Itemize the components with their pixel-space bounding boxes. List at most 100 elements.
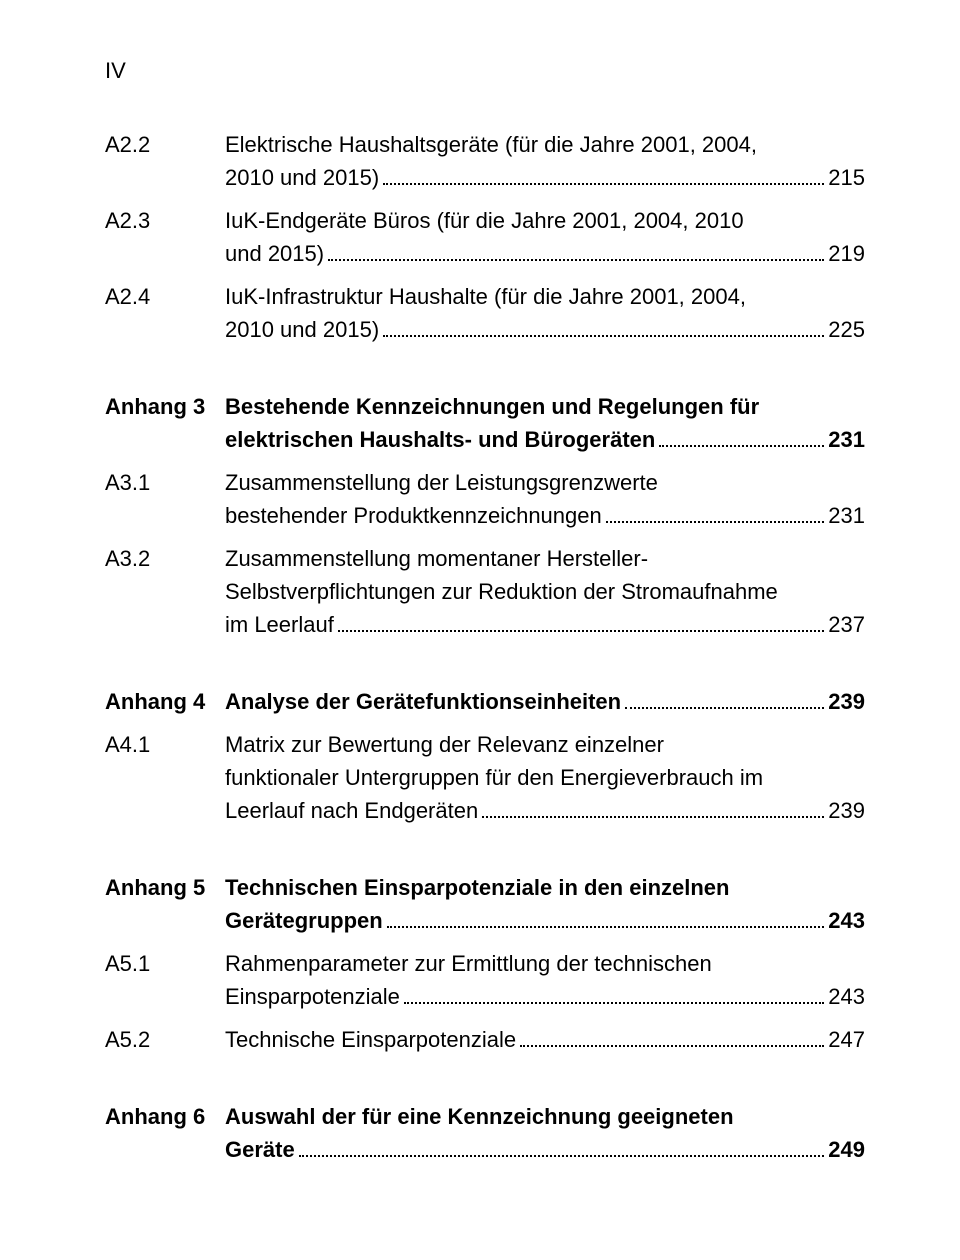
toc-entry-last-line: Leerlauf nach Endgeräten 239: [225, 794, 865, 827]
toc-entry: A2.4IuK-Infrastruktur Haushalte (für die…: [105, 280, 865, 346]
toc-entry-last-text: 2010 und 2015): [225, 313, 379, 346]
toc-entry-last-text: und 2015): [225, 237, 324, 270]
toc-entry: Anhang 3Bestehende Kennzeichnungen und R…: [105, 390, 865, 456]
toc-entry-last-line: Gerätegruppen 243: [225, 904, 865, 937]
toc-entry: A2.2Elektrische Haushaltsgeräte (für die…: [105, 128, 865, 194]
toc-entry-last-line: elektrischen Haushalts- und Bürogeräten 2…: [225, 423, 865, 456]
toc-entry-label: Anhang 3: [105, 390, 225, 456]
toc-entry-last-text: Analyse der Gerätefunktionseinheiten: [225, 685, 621, 718]
toc-entry-last-text: Einsparpotenziale: [225, 980, 400, 1013]
toc-leader: [404, 984, 824, 1004]
toc-entry-body: Matrix zur Bewertung der Relevanz einzel…: [225, 728, 865, 827]
toc-leader: [383, 317, 824, 337]
toc-leader: [387, 908, 825, 928]
toc-root: A2.2Elektrische Haushaltsgeräte (für die…: [105, 128, 865, 1166]
toc-entry-page: 237: [828, 608, 865, 641]
toc-entry-label: A5.1: [105, 947, 225, 1013]
toc-entry-page: 239: [828, 794, 865, 827]
toc-entry-body: IuK-Infrastruktur Haushalte (für die Jah…: [225, 280, 865, 346]
toc-entry: Anhang 6Auswahl der für eine Kennzeichnu…: [105, 1100, 865, 1166]
toc-entry-page: 247: [828, 1023, 865, 1056]
toc-entry-body: Elektrische Haushaltsgeräte (für die Jah…: [225, 128, 865, 194]
toc-entry-line: Zusammenstellung momentaner Hersteller-: [225, 542, 865, 575]
toc-entry-last-text: Gerätegruppen: [225, 904, 383, 937]
toc-section: Anhang 6Auswahl der für eine Kennzeichnu…: [105, 1100, 865, 1166]
toc-entry-last-text: elektrischen Haushalts- und Bürogeräten: [225, 423, 655, 456]
toc-entry-line: Auswahl der für eine Kennzeichnung geeig…: [225, 1100, 865, 1133]
toc-entry-body: Zusammenstellung momentaner Hersteller-S…: [225, 542, 865, 641]
toc-leader: [482, 798, 824, 818]
toc-leader: [606, 503, 825, 523]
toc-entry-label: A4.1: [105, 728, 225, 827]
toc-entry-body: Zusammenstellung der Leistungsgrenzwerte…: [225, 466, 865, 532]
toc-leader: [383, 165, 824, 185]
toc-leader: [625, 689, 824, 709]
toc-entry-line: Matrix zur Bewertung der Relevanz einzel…: [225, 728, 865, 761]
toc-entry-last-text: 2010 und 2015): [225, 161, 379, 194]
toc-entry-last-line: 2010 und 2015) 225: [225, 313, 865, 346]
toc-entry-body: Technische Einsparpotenziale 247: [225, 1023, 865, 1056]
toc-entry-last-line: Analyse der Gerätefunktionseinheiten 239: [225, 685, 865, 718]
toc-entry-line: Technischen Einsparpotenziale in den ein…: [225, 871, 865, 904]
toc-entry-line: Zusammenstellung der Leistungsgrenzwerte: [225, 466, 865, 499]
toc-entry-body: Technischen Einsparpotenziale in den ein…: [225, 871, 865, 937]
toc-leader: [328, 241, 824, 261]
toc-entry: A3.1Zusammenstellung der Leistungsgrenzw…: [105, 466, 865, 532]
toc-entry: A2.3IuK-Endgeräte Büros (für die Jahre 2…: [105, 204, 865, 270]
page-number: IV: [105, 58, 865, 84]
toc-entry-label: A2.2: [105, 128, 225, 194]
toc-entry: A4.1Matrix zur Bewertung der Relevanz ei…: [105, 728, 865, 827]
toc-section: A2.2Elektrische Haushaltsgeräte (für die…: [105, 128, 865, 346]
toc-section: Anhang 3Bestehende Kennzeichnungen und R…: [105, 390, 865, 641]
toc-entry-label: A3.1: [105, 466, 225, 532]
toc-entry: Anhang 4Analyse der Gerätefunktionseinhe…: [105, 685, 865, 718]
toc-section: Anhang 5Technischen Einsparpotenziale in…: [105, 871, 865, 1056]
toc-section: Anhang 4Analyse der Gerätefunktionseinhe…: [105, 685, 865, 827]
toc-entry-page: 215: [828, 161, 865, 194]
toc-entry-label: Anhang 6: [105, 1100, 225, 1166]
toc-entry: A3.2Zusammenstellung momentaner Herstell…: [105, 542, 865, 641]
toc-entry-line: Selbstverpflichtungen zur Reduktion der …: [225, 575, 865, 608]
toc-entry-label: A5.2: [105, 1023, 225, 1056]
toc-entry-body: IuK-Endgeräte Büros (für die Jahre 2001,…: [225, 204, 865, 270]
toc-entry-last-line: 2010 und 2015) 215: [225, 161, 865, 194]
toc-entry-line: IuK-Infrastruktur Haushalte (für die Jah…: [225, 280, 865, 313]
toc-entry-last-text: im Leerlauf: [225, 608, 334, 641]
toc-entry-body: Bestehende Kennzeichnungen und Regelunge…: [225, 390, 865, 456]
toc-entry-last-text: Technische Einsparpotenziale: [225, 1023, 516, 1056]
toc-entry-last-text: Geräte: [225, 1133, 295, 1166]
toc-entry-line: Rahmenparameter zur Ermittlung der techn…: [225, 947, 865, 980]
toc-entry-page: 231: [828, 423, 865, 456]
toc-entry-label: A2.4: [105, 280, 225, 346]
toc-entry-label: Anhang 5: [105, 871, 225, 937]
toc-entry-line: IuK-Endgeräte Büros (für die Jahre 2001,…: [225, 204, 865, 237]
toc-entry-page: 243: [828, 904, 865, 937]
toc-leader: [299, 1137, 825, 1157]
toc-entry-label: A3.2: [105, 542, 225, 641]
toc-entry-page: 225: [828, 313, 865, 346]
toc-entry-last-line: Geräte 249: [225, 1133, 865, 1166]
toc-entry: A5.1Rahmenparameter zur Ermittlung der t…: [105, 947, 865, 1013]
toc-entry-line: funktionaler Untergruppen für den Energi…: [225, 761, 865, 794]
toc-entry-page: 239: [828, 685, 865, 718]
toc-entry-label: Anhang 4: [105, 685, 225, 718]
toc-entry-line: Elektrische Haushaltsgeräte (für die Jah…: [225, 128, 865, 161]
toc-entry-last-text: bestehender Produktkennzeichnungen: [225, 499, 602, 532]
toc-entry-last-line: im Leerlauf 237: [225, 608, 865, 641]
toc-entry-page: 219: [828, 237, 865, 270]
toc-leader: [520, 1027, 824, 1047]
toc-entry-last-text: Leerlauf nach Endgeräten: [225, 794, 478, 827]
toc-entry-last-line: Einsparpotenziale 243: [225, 980, 865, 1013]
toc-entry: A5.2Technische Einsparpotenziale 247: [105, 1023, 865, 1056]
toc-leader: [659, 427, 824, 447]
toc-entry-body: Auswahl der für eine Kennzeichnung geeig…: [225, 1100, 865, 1166]
toc-entry-label: A2.3: [105, 204, 225, 270]
toc-entry-line: Bestehende Kennzeichnungen und Regelunge…: [225, 390, 865, 423]
toc-leader: [338, 612, 824, 632]
toc-entry-page: 249: [828, 1133, 865, 1166]
toc-entry-last-line: bestehender Produktkennzeichnungen231: [225, 499, 865, 532]
toc-entry-last-line: und 2015) 219: [225, 237, 865, 270]
toc-entry-page: 243: [828, 980, 865, 1013]
toc-entry-last-line: Technische Einsparpotenziale 247: [225, 1023, 865, 1056]
toc-entry-body: Analyse der Gerätefunktionseinheiten 239: [225, 685, 865, 718]
